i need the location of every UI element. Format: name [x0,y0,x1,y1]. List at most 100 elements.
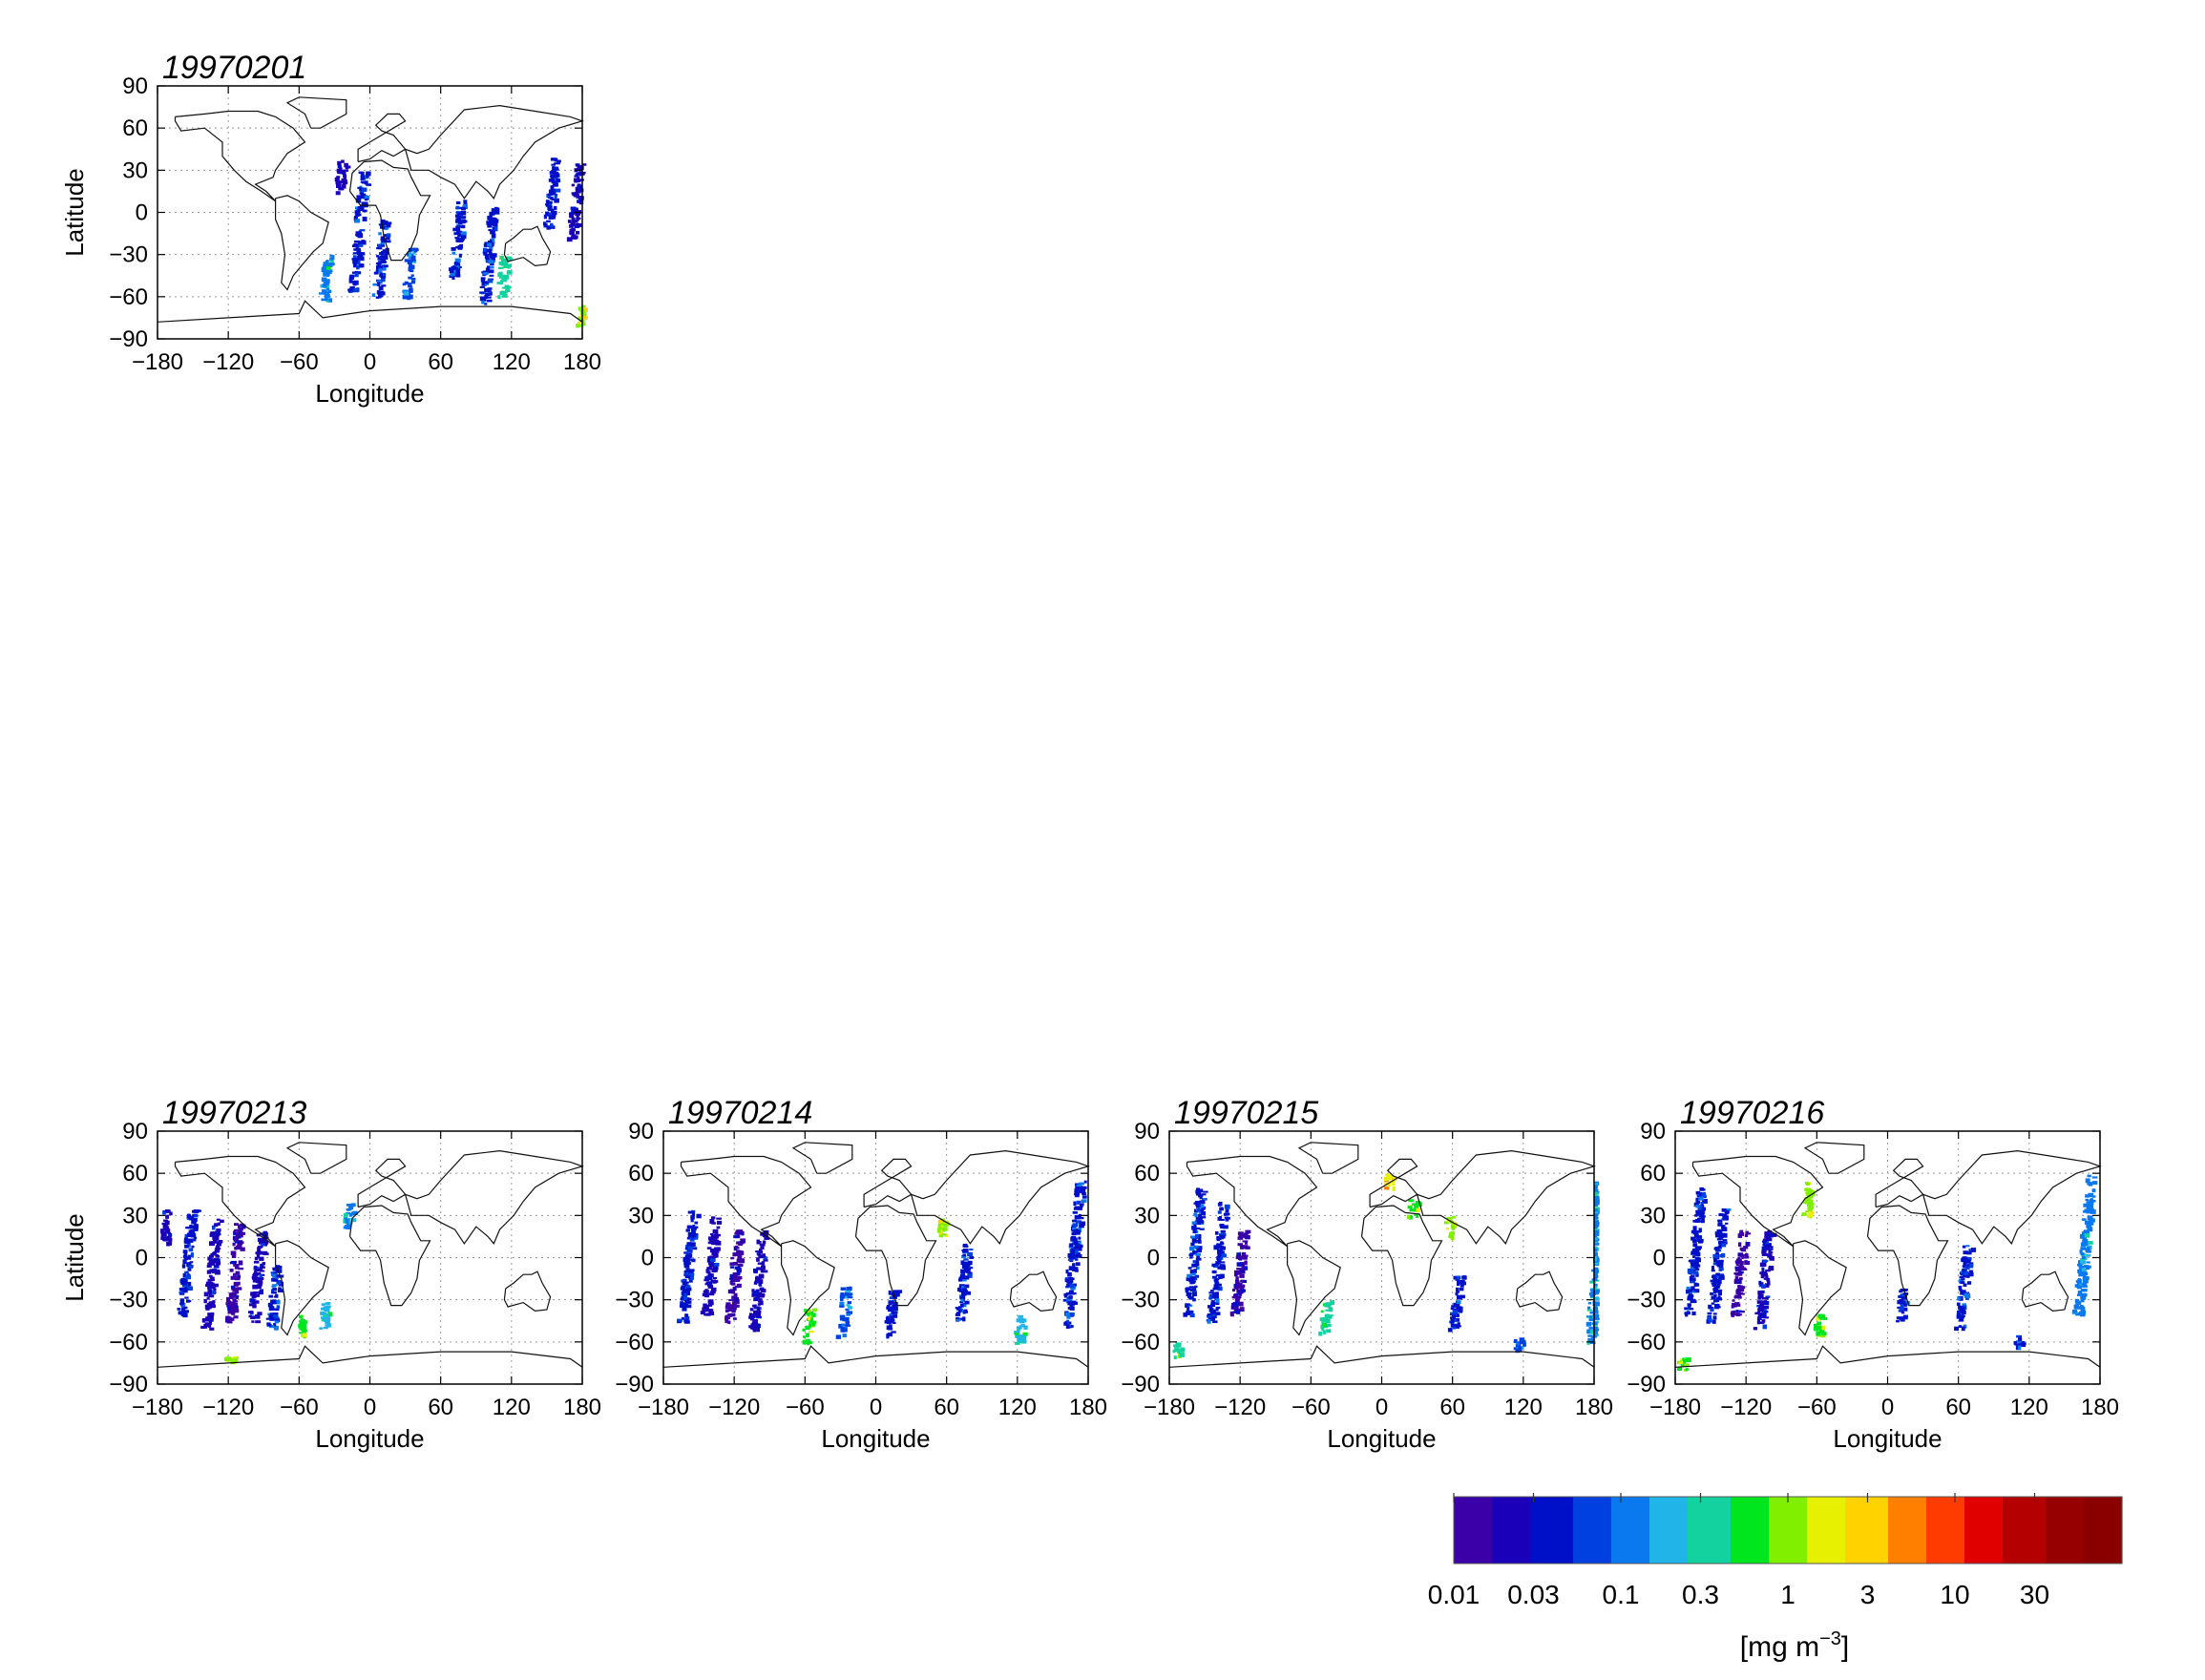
swath-pixel [375,296,382,299]
swath-pixel [1770,1246,1774,1249]
swath-pixel [453,262,458,264]
swath-pixel [1195,1260,1200,1266]
colorbar-segment [1583,1497,1588,1564]
swath-pixel [956,1318,961,1321]
swath-pixel [329,259,334,263]
swath-pixel [724,1317,730,1320]
swath-pixel [552,184,558,187]
swath-pixel [456,225,462,228]
swath-pixel [714,1239,719,1245]
swath-pixel [731,1282,736,1286]
swath-pixel [1189,1313,1195,1318]
swath-pixel [550,175,554,178]
swath-pixel [2077,1270,2083,1272]
swath-pixel [1761,1267,1765,1272]
swath-pixel [452,227,459,232]
y-tick-label: 0 [136,1246,148,1271]
swath-pixel [1691,1298,1696,1303]
swath-pixel [327,289,332,293]
swath-pixel [1192,1250,1198,1255]
swath-pixel [570,214,575,219]
colorbar-segment [1511,1497,1517,1564]
swath-pixel [213,1239,218,1244]
swath-pixel [276,1274,281,1278]
swath-pixel [1690,1266,1695,1270]
swath-pixel [1217,1253,1222,1258]
swath-pixel [2081,1234,2087,1239]
swath-pixel [962,1250,966,1253]
swath-pixel [756,1296,760,1299]
coastlines [662,1142,1090,1368]
swath-pixel [1594,1301,1600,1307]
swath-pixel [711,1237,716,1242]
swath-pixel [348,288,352,292]
swath-pixel [453,232,457,236]
swath-pixel [1198,1188,1204,1193]
swath-pixel [1737,1266,1741,1270]
swath-pixel [1716,1260,1720,1265]
swath-pixel [1715,1234,1721,1238]
swath-pixel [453,267,458,270]
swath-pixel [2084,1220,2090,1225]
swath-pixel [937,1228,941,1233]
swath-pixel [941,1233,947,1236]
colorbar-segment [1774,1497,1779,1564]
swath-pixel [1217,1266,1224,1270]
swath-pixel [1586,1340,1590,1345]
x-tick-label: 60 [934,1395,959,1420]
swath-pixel [577,222,582,227]
colorbar-segment [1797,1497,1803,1564]
swath-pixel [1961,1306,1965,1311]
swath-pixel [1076,1200,1082,1205]
swath-pixel [179,1302,184,1306]
swath-pixel [1959,1317,1964,1322]
swath-pixel [1686,1286,1690,1291]
swath-pixel [1063,1293,1068,1298]
swath-pixel [1238,1282,1243,1287]
swath-pixel [576,217,581,220]
swath-pixel [453,262,457,265]
swath-pixel [716,1226,721,1229]
colorbar-segment [1568,1497,1574,1564]
swath-pixel [1221,1246,1227,1250]
swath-pixel [842,1334,847,1338]
swath-pixel [278,1287,282,1292]
swath-pixel [1072,1223,1079,1228]
swath-pixel [574,179,578,183]
swath-pixel [806,1312,810,1315]
swath-pixel [1594,1196,1599,1202]
swath-pixel [1176,1351,1181,1354]
swath-pixel [707,1272,712,1277]
coastline [357,1149,584,1245]
swath-pixel [268,1294,274,1298]
swath-pixel [252,1284,259,1290]
swath-pixel [1690,1262,1695,1267]
swath-pixel [326,273,330,277]
swath-pixel [1697,1230,1701,1233]
swath-pixel [1215,1312,1221,1315]
swath-pixel [348,278,353,284]
swath-pixel [192,1225,198,1229]
swath-pixel [269,1312,275,1315]
swath-pixel [1768,1250,1772,1252]
swath-pixel [241,1241,244,1244]
swath-pixel [345,165,351,169]
colorbar-segment [1626,1497,1631,1564]
colorbar-segment [2093,1497,2099,1564]
swath-pixel [708,1281,713,1286]
swath-pixel [839,1315,845,1321]
swath-pixel [1901,1294,1907,1300]
swath-pixel [578,200,584,205]
swath-pixel [1959,1275,1964,1279]
swath-pixel [184,1241,191,1245]
swath-pixel [210,1242,215,1246]
swath-pixel [487,242,493,246]
swath-pixel [359,229,366,232]
swath-pixel [1722,1213,1728,1219]
swath-pixel [708,1309,714,1313]
swath-pixel [1198,1194,1204,1197]
swath-pixel [481,297,486,301]
swath-pixel [2080,1258,2086,1264]
swath-pixel [969,1249,974,1251]
panel-title: 19970216 [1680,1095,1824,1131]
